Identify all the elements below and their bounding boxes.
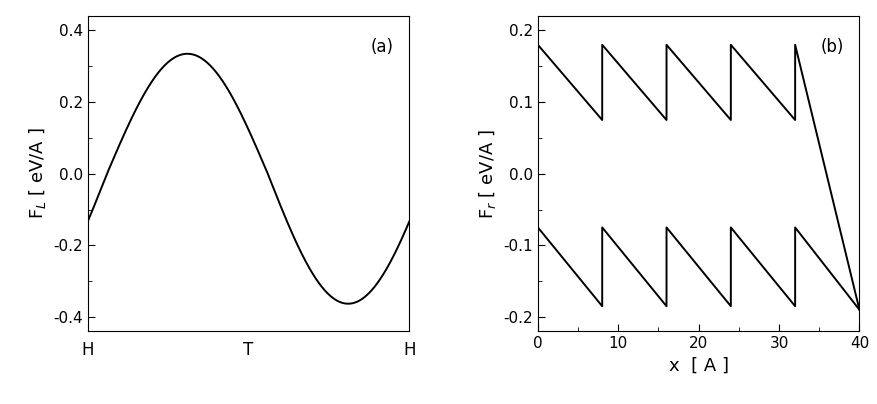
Y-axis label: F$_L$ [ eV/A ]: F$_L$ [ eV/A ] <box>26 128 47 219</box>
Text: (b): (b) <box>821 38 845 56</box>
Y-axis label: F$_r$ [ eV/A ]: F$_r$ [ eV/A ] <box>477 129 498 219</box>
Text: (a): (a) <box>371 38 394 56</box>
X-axis label: x  [ A ]: x [ A ] <box>668 357 729 375</box>
